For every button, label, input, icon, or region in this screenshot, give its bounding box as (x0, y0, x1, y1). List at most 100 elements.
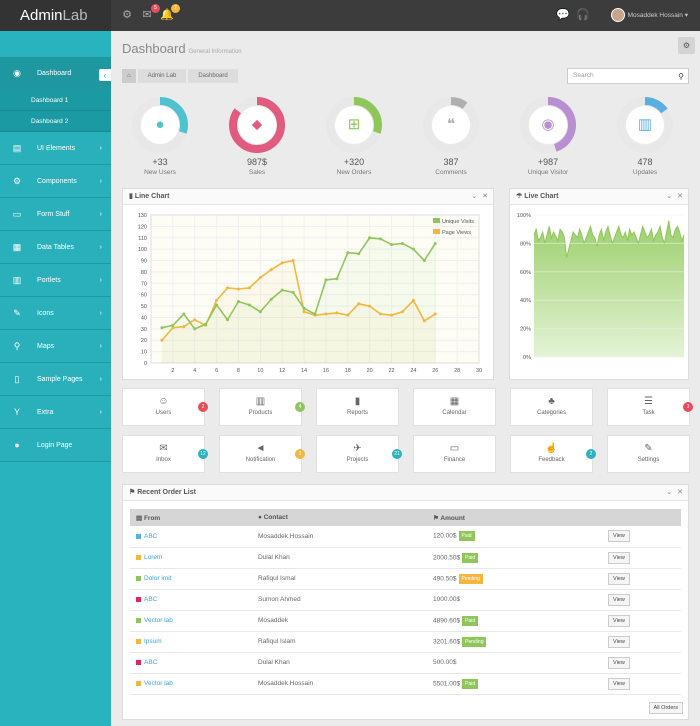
data-point[interactable] (357, 302, 361, 306)
view-button[interactable]: View (608, 614, 630, 627)
sidebar-item-login-page[interactable]: ● Login Page (0, 429, 111, 462)
data-point[interactable] (269, 297, 273, 301)
chevron-down-icon[interactable]: ⌄ (666, 489, 673, 496)
view-button[interactable]: View (608, 656, 630, 669)
user-menu[interactable]: Mosaddek Hossain ▾ (610, 7, 688, 24)
sidebar-item-ui-elements[interactable]: ▤ UI Elements › (0, 132, 111, 165)
close-icon[interactable]: ✕ (482, 193, 488, 200)
data-point[interactable] (171, 326, 175, 330)
data-point[interactable] (368, 236, 372, 240)
data-point[interactable] (433, 241, 437, 245)
data-point[interactable] (247, 286, 251, 290)
chevron-down-icon[interactable]: ⌄ (471, 193, 478, 200)
from-link[interactable]: Vector lab (144, 680, 173, 687)
data-point[interactable] (236, 300, 240, 304)
data-point[interactable] (160, 338, 164, 342)
data-point[interactable] (258, 276, 262, 280)
sidebar-item-dashboard[interactable]: ◉Dashboard› (0, 57, 111, 90)
data-point[interactable] (226, 286, 230, 290)
data-point[interactable] (160, 326, 164, 330)
data-point[interactable] (324, 312, 328, 316)
data-point[interactable] (280, 288, 284, 292)
from-link[interactable]: Vector lab (144, 617, 173, 624)
app-logo[interactable]: AdminLab (0, 0, 111, 31)
data-point[interactable] (236, 287, 240, 291)
data-point[interactable] (226, 318, 230, 322)
from-link[interactable]: ABC (144, 596, 158, 603)
view-button[interactable]: View (608, 677, 630, 690)
data-point[interactable] (269, 268, 273, 272)
data-point[interactable] (302, 310, 306, 314)
sidebar-item-sample-pages[interactable]: ▯ Sample Pages › (0, 363, 111, 396)
home-icon[interactable]: ⌂ (122, 69, 136, 83)
mail-icon[interactable]: ✉ 5 (140, 4, 160, 22)
data-point[interactable] (302, 306, 306, 310)
data-point[interactable] (411, 298, 415, 302)
data-point[interactable] (346, 313, 350, 317)
stat-card[interactable]: ● +33 New Users (125, 97, 195, 176)
tile-users[interactable]: ☺ Users 2 (122, 388, 208, 426)
stat-card[interactable]: ⊞ +320 New Orders (319, 97, 389, 176)
sidebar-item-components[interactable]: ⚙ Components › (0, 165, 111, 198)
sidebar-item-icons[interactable]: ✎ Icons › (0, 297, 111, 330)
data-point[interactable] (215, 298, 219, 302)
from-link[interactable]: Dolor imit (144, 575, 172, 582)
stat-card[interactable]: ◉ +987 Unique Visitor (513, 97, 583, 176)
data-point[interactable] (258, 310, 262, 314)
data-point[interactable] (411, 247, 415, 251)
bell-icon[interactable]: 🔔 7 (160, 4, 180, 22)
sidebar-sub-dashboard-2[interactable]: Dashboard 2 (0, 111, 111, 132)
close-icon[interactable]: ✕ (677, 489, 683, 496)
sidebar-item-extra[interactable]: Y Extra › (0, 396, 111, 429)
sidebar-sub-dashboard-1[interactable]: Dashboard 1 (0, 90, 111, 111)
from-link[interactable]: ABC (144, 659, 158, 666)
tile-reports[interactable]: ▮ Reports (316, 388, 399, 426)
tile-projects[interactable]: ✈ Projects 21 (316, 435, 402, 473)
tile-settings[interactable]: ✎ Settings (607, 435, 690, 473)
sidebar-item-maps[interactable]: ⚲ Maps › (0, 330, 111, 363)
data-point[interactable] (291, 259, 295, 263)
data-point[interactable] (379, 237, 383, 241)
data-point[interactable] (335, 277, 339, 281)
view-button[interactable]: View (608, 530, 630, 543)
from-link[interactable]: Ipsum (144, 638, 162, 645)
data-point[interactable] (433, 312, 437, 316)
data-point[interactable] (335, 311, 339, 315)
view-button[interactable]: View (608, 593, 630, 606)
data-point[interactable] (368, 304, 372, 308)
data-point[interactable] (324, 278, 328, 282)
stat-card[interactable]: ▥ 478 Updates (610, 97, 680, 176)
stat-card[interactable]: ❝ 387 Comments (416, 97, 486, 176)
sidebar-item-form-stuff[interactable]: ▭ Form Stuff › (0, 198, 111, 231)
data-point[interactable] (193, 318, 197, 322)
data-point[interactable] (357, 252, 361, 256)
data-point[interactable] (379, 312, 383, 316)
tile-feedback[interactable]: ☝ Feedback 2 (510, 435, 596, 473)
data-point[interactable] (204, 322, 208, 326)
data-point[interactable] (422, 319, 426, 323)
data-point[interactable] (390, 243, 394, 247)
data-point[interactable] (400, 310, 404, 314)
data-point[interactable] (247, 303, 251, 307)
tile-finance[interactable]: ▭ Finance (413, 435, 496, 473)
sidebar-item-portlets[interactable]: ▥ Portlets › (0, 264, 111, 297)
all-orders-button[interactable]: All Orders (648, 702, 683, 714)
data-point[interactable] (313, 312, 317, 316)
tile-categories[interactable]: ♣ Categories (510, 388, 593, 426)
chevron-down-icon[interactable]: ⌄ (666, 193, 673, 200)
tile-notification[interactable]: ◄ Notification 3 (219, 435, 305, 473)
data-point[interactable] (346, 251, 350, 255)
tile-inbox[interactable]: ✉ Inbox 12 (122, 435, 208, 473)
breadcrumb-item[interactable]: Admin Lab (137, 69, 187, 83)
from-link[interactable]: ABC (144, 532, 158, 540)
data-point[interactable] (422, 259, 426, 263)
data-point[interactable] (400, 241, 404, 245)
breadcrumb-item[interactable]: Dashboard (188, 69, 238, 83)
chat-icon[interactable]: 💬 (556, 9, 570, 21)
data-point[interactable] (193, 327, 197, 331)
data-point[interactable] (215, 303, 219, 307)
tile-products[interactable]: ▥ Products 4 (219, 388, 305, 426)
view-button[interactable]: View (608, 635, 630, 648)
close-icon[interactable]: ✕ (677, 193, 683, 200)
data-point[interactable] (171, 323, 175, 327)
